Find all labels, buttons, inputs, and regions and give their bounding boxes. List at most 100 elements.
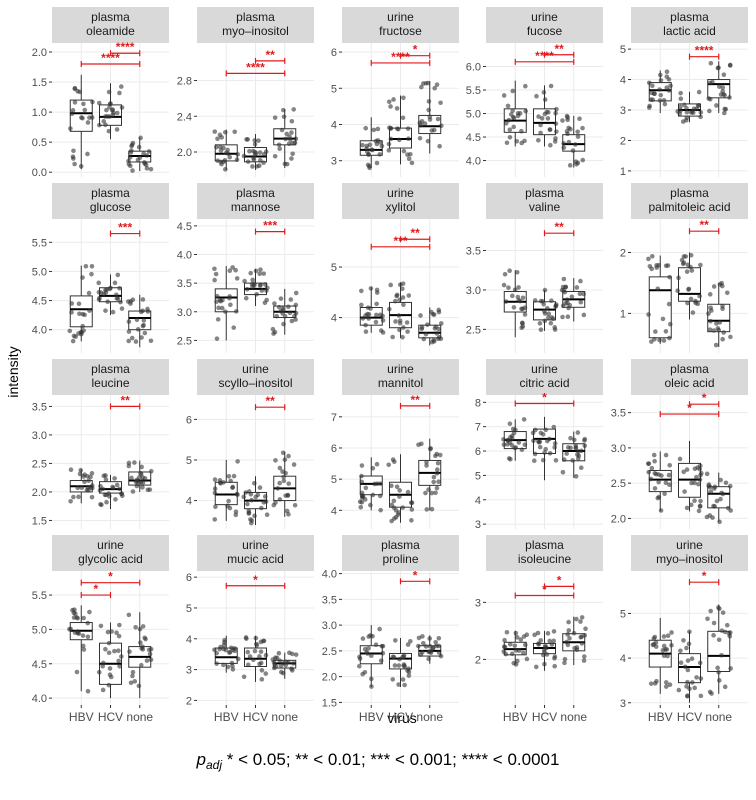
y-tick-label: 1.5 bbox=[32, 515, 47, 527]
data-point bbox=[249, 497, 254, 503]
data-point bbox=[243, 295, 249, 301]
data-point bbox=[244, 287, 250, 292]
data-point bbox=[542, 97, 548, 102]
data-point bbox=[569, 294, 575, 299]
facet-strip bbox=[197, 7, 314, 43]
data-point bbox=[505, 103, 511, 109]
data-point bbox=[104, 287, 109, 292]
data-point bbox=[408, 500, 414, 506]
facet-title-line: urine bbox=[387, 10, 414, 24]
data-point bbox=[418, 313, 423, 318]
data-point bbox=[380, 643, 386, 649]
data-point bbox=[656, 263, 662, 268]
facet-strip bbox=[631, 7, 748, 43]
data-point bbox=[566, 139, 572, 145]
data-point bbox=[424, 463, 429, 468]
sig-label: **** bbox=[116, 40, 135, 54]
data-point bbox=[565, 131, 570, 137]
data-point bbox=[89, 483, 95, 488]
data-point bbox=[79, 485, 85, 491]
y-tick-label: 6 bbox=[186, 572, 192, 584]
facet-title-line: plasma bbox=[525, 186, 564, 200]
data-point bbox=[284, 131, 289, 137]
data-point bbox=[212, 486, 218, 492]
data-point bbox=[110, 309, 116, 315]
data-point bbox=[133, 624, 138, 630]
data-point bbox=[551, 638, 557, 644]
data-point bbox=[257, 283, 263, 288]
data-point bbox=[678, 90, 683, 96]
y-tick-label: 2.0 bbox=[611, 513, 626, 525]
data-point bbox=[245, 649, 251, 655]
data-point bbox=[139, 335, 144, 340]
data-point bbox=[512, 643, 518, 648]
data-point bbox=[392, 298, 398, 304]
data-point bbox=[263, 652, 269, 658]
data-point bbox=[257, 150, 263, 155]
data-point bbox=[243, 635, 249, 640]
data-point bbox=[722, 92, 727, 98]
box-iqr bbox=[707, 486, 731, 509]
data-point bbox=[148, 468, 154, 474]
data-point bbox=[128, 680, 134, 686]
y-tick-label: 5.5 bbox=[32, 590, 47, 602]
data-point bbox=[140, 624, 146, 629]
data-point bbox=[76, 301, 82, 307]
data-point bbox=[425, 138, 431, 144]
data-point bbox=[428, 446, 433, 452]
sig-label: * bbox=[557, 573, 562, 587]
data-point bbox=[662, 101, 668, 107]
data-point bbox=[429, 506, 435, 512]
data-point bbox=[530, 430, 536, 436]
data-point bbox=[534, 93, 539, 99]
data-point bbox=[116, 658, 121, 664]
data-point bbox=[507, 134, 513, 140]
data-point bbox=[714, 321, 719, 326]
data-point bbox=[393, 514, 399, 520]
data-point bbox=[386, 141, 392, 147]
data-point bbox=[85, 151, 90, 157]
data-point bbox=[697, 463, 703, 469]
data-point bbox=[397, 494, 402, 499]
data-point bbox=[660, 316, 666, 322]
data-point bbox=[273, 500, 278, 505]
data-point bbox=[68, 467, 74, 472]
data-point bbox=[277, 658, 283, 664]
box-iqr bbox=[648, 276, 672, 339]
data-point bbox=[126, 463, 132, 469]
data-point bbox=[432, 326, 438, 331]
data-point bbox=[258, 660, 264, 666]
facet-title-line: plasma bbox=[91, 362, 130, 376]
data-point bbox=[74, 669, 80, 675]
data-point bbox=[421, 336, 427, 342]
data-point bbox=[728, 666, 733, 671]
data-point bbox=[89, 471, 95, 476]
data-point bbox=[694, 474, 699, 480]
data-point bbox=[684, 693, 690, 699]
data-point bbox=[219, 135, 225, 140]
data-point bbox=[718, 92, 724, 97]
data-point bbox=[540, 457, 546, 463]
data-point bbox=[144, 166, 150, 171]
data-point bbox=[538, 638, 544, 643]
data-point bbox=[649, 339, 654, 344]
data-point bbox=[690, 680, 695, 685]
data-point bbox=[259, 288, 265, 293]
data-point bbox=[119, 105, 125, 110]
y-tick-label: 2.5 bbox=[322, 646, 337, 658]
facet-title-line: plasma bbox=[670, 186, 709, 200]
data-point bbox=[723, 480, 729, 486]
y-tick-label: 2.0 bbox=[177, 147, 192, 159]
data-point bbox=[688, 296, 694, 302]
facet-title-line: fructose bbox=[379, 24, 422, 38]
data-point bbox=[651, 452, 657, 458]
data-point bbox=[509, 436, 515, 441]
sig-label: ** bbox=[554, 42, 564, 56]
data-point bbox=[561, 141, 566, 146]
data-point bbox=[719, 652, 724, 658]
data-point bbox=[82, 312, 87, 318]
facet-title-line: leucine bbox=[91, 376, 129, 390]
data-point bbox=[423, 644, 429, 649]
